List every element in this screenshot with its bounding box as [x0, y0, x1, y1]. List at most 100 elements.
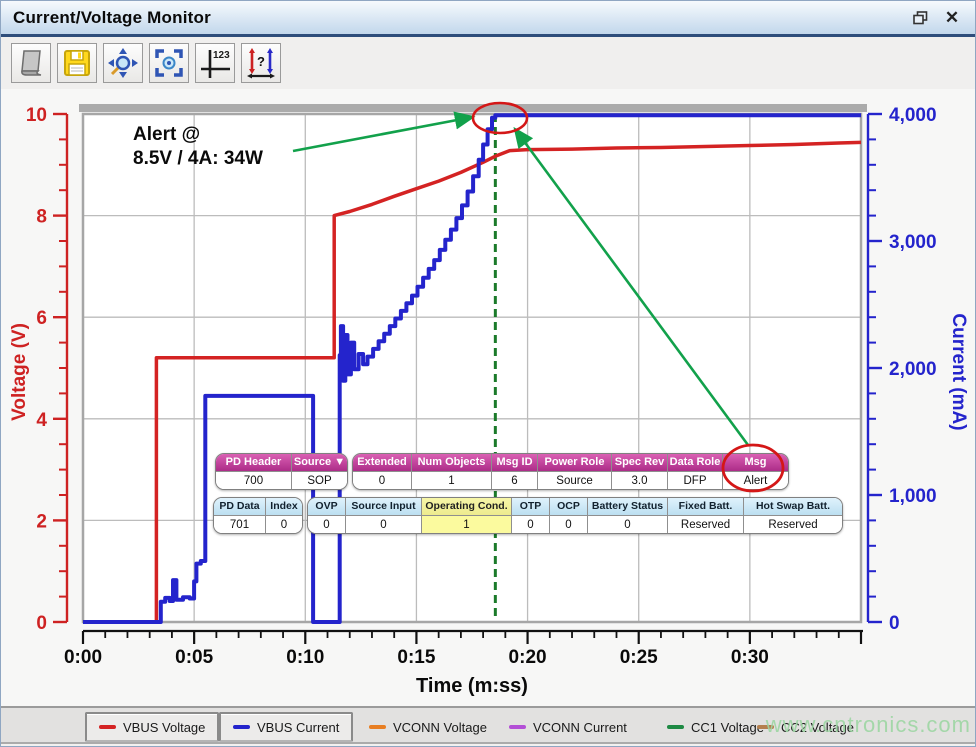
table-header-cell: Battery Status	[588, 498, 667, 515]
legend-label: CC2 Voltage	[781, 719, 854, 735]
table-value-cell: 1	[422, 515, 511, 533]
window-title: Current/Voltage Monitor	[13, 7, 211, 27]
legend-swatch	[233, 725, 250, 729]
save-button[interactable]	[57, 43, 97, 83]
table-value-cell: SOP	[292, 471, 347, 489]
restore-icon	[912, 11, 927, 25]
pd-data-table-group: PD Data 701 Index 0	[213, 497, 303, 534]
legend-swatch	[99, 725, 116, 729]
table-header-cell: Index	[266, 498, 302, 515]
svg-text:123: 123	[213, 50, 230, 61]
legend-item-vconn-current[interactable]: VCONN Current	[497, 712, 639, 742]
table-header-cell: Fixed Batt.	[668, 498, 743, 515]
measure-button[interactable]: ?	[241, 43, 281, 83]
titlebar: Current/Voltage Monitor ✕	[1, 1, 975, 37]
table-value-cell: Source	[538, 471, 611, 489]
pd-data-table-group: OVP 0 Source Input 0 Operating Cond. 1 OTP 0 OCP…	[307, 497, 843, 534]
table-value-cell: 6	[492, 471, 537, 489]
table-value-cell: DFP	[668, 471, 722, 489]
svg-text:Time (m:ss): Time (m:ss)	[416, 675, 528, 697]
report-button[interactable]	[11, 43, 51, 83]
table-value-cell: 1	[412, 471, 491, 489]
table-value-cell: 700	[216, 471, 291, 489]
table-header-cell: Source Input	[346, 498, 421, 515]
zoom-fit-button[interactable]	[149, 43, 189, 83]
measure-icon: ?	[247, 48, 275, 79]
pd-header-table-group: Extended 0 Num Objects 1 Msg ID 6 Power Role So…	[352, 453, 789, 490]
table-header-cell: Msg	[723, 454, 788, 471]
svg-text:0:10: 0:10	[286, 647, 324, 668]
legend-label: VBUS Current	[257, 719, 340, 735]
table-header-cell: PD Data	[214, 498, 265, 515]
svg-text:Voltage (V): Voltage (V)	[9, 323, 30, 421]
legend-item-cc1-voltage[interactable]: CC1 Voltage	[655, 712, 776, 742]
table-value-cell: 3.0	[612, 471, 667, 489]
svg-text:0:00: 0:00	[64, 647, 102, 668]
svg-text:8: 8	[36, 207, 47, 228]
table-header-cell: Hot Swap Batt.	[744, 498, 842, 515]
svg-text:0:05: 0:05	[175, 647, 213, 668]
table-header-cell: PD Header	[216, 454, 291, 471]
svg-text:10: 10	[26, 105, 47, 126]
watermark: www.cntronics.com	[765, 712, 971, 737]
svg-text:0:20: 0:20	[509, 647, 547, 668]
zoom-pan-icon	[108, 48, 138, 78]
svg-text:0: 0	[36, 613, 47, 634]
svg-text:Current (mA): Current (mA)	[948, 313, 969, 430]
cursor-values-icon: 123	[201, 50, 230, 78]
trace-legend: VBUS Voltage VBUS Current VCONN Voltage VCO…	[1, 706, 975, 744]
table-value-cell: 701	[214, 515, 265, 533]
table-header-cell: Num Objects	[412, 454, 491, 471]
svg-text:0:30: 0:30	[731, 647, 769, 668]
legend-swatch	[509, 725, 526, 729]
svg-text:2,000: 2,000	[889, 359, 937, 380]
zoom-pan-button[interactable]	[103, 43, 143, 83]
table-header-cell: Spec Rev	[612, 454, 667, 471]
svg-text:?: ?	[257, 54, 265, 69]
alert-annotation-line2: 8.5V / 4A: 34W	[133, 148, 263, 169]
float-window-icon[interactable]	[909, 8, 931, 28]
chart-area[interactable]: 0 2 4 6 8 10 Voltage (V) 0 1,000 2,000 3,000 4,000 C…	[1, 89, 975, 706]
save-icon	[64, 50, 90, 76]
cursor-values-button[interactable]: 123	[195, 43, 235, 83]
svg-text:1,000: 1,000	[889, 486, 937, 507]
table-value-cell: Reserved	[668, 515, 743, 533]
table-header-cell[interactable]: Source ▼	[292, 454, 347, 471]
legend-item-cc2-voltage[interactable]: CC2 Voltage	[745, 712, 866, 742]
svg-text:6: 6	[36, 308, 47, 329]
table-header-cell: Data Role	[668, 454, 722, 471]
table-header-cell: OVP	[308, 498, 345, 515]
legend-item-vbus-voltage[interactable]: VBUS Voltage	[85, 712, 220, 742]
svg-text:3,000: 3,000	[889, 232, 937, 253]
table-value-cell: 0	[308, 515, 345, 533]
legend-label: VBUS Voltage	[123, 719, 206, 735]
pd-message-tables: PD Header 700 Source ▼ SOP Extended 0 Num Obje…	[1, 89, 975, 706]
table-value-cell: 0	[550, 515, 587, 533]
table-value-cell: Alert	[723, 471, 788, 489]
svg-text:0:25: 0:25	[620, 647, 658, 668]
table-header-cell: Operating Cond.	[422, 498, 511, 515]
table-value-cell: 0	[266, 515, 302, 533]
legend-label: VCONN Voltage	[393, 719, 487, 735]
close-icon[interactable]: ✕	[944, 8, 960, 27]
toolbar: 123 ?	[1, 37, 975, 89]
table-value-cell: 0	[588, 515, 667, 533]
legend-label: CC1 Voltage	[691, 719, 764, 735]
table-header-cell: Extended	[353, 454, 411, 471]
table-header-cell: OTP	[512, 498, 549, 515]
report-icon	[21, 50, 42, 76]
alert-annotation-line1: Alert @	[133, 124, 201, 145]
svg-text:4,000: 4,000	[889, 105, 937, 126]
svg-text:0: 0	[889, 613, 900, 634]
pd-header-table-group: PD Header 700 Source ▼ SOP	[215, 453, 348, 490]
svg-text:0:15: 0:15	[397, 647, 435, 668]
table-header-cell: OCP	[550, 498, 587, 515]
table-header-cell: Msg ID	[492, 454, 537, 471]
alert-annotation: Alert @ 8.5V / 4A: 34W	[133, 123, 263, 171]
legend-item-vconn-voltage[interactable]: VCONN Voltage	[357, 712, 499, 742]
legend-swatch	[667, 725, 684, 729]
legend-item-vbus-current[interactable]: VBUS Current	[219, 712, 354, 742]
legend-swatch	[757, 725, 774, 729]
table-value-cell: Reserved	[744, 515, 842, 533]
